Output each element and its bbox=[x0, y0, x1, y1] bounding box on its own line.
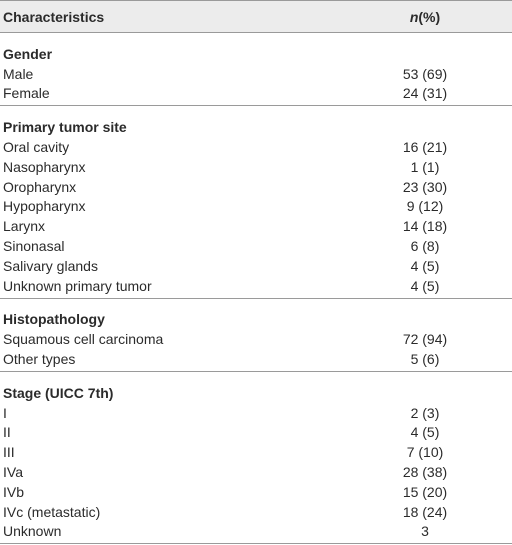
label-cell: Unknown bbox=[3, 523, 62, 540]
table-row: Nasopharynx 1 (1) bbox=[0, 157, 512, 177]
table-row: Oral cavity 16 (21) bbox=[0, 137, 512, 157]
value-cell: 4 (5) bbox=[410, 277, 440, 294]
table-row: IVc (metastatic) 18 (24) bbox=[0, 502, 512, 522]
value-cell: 18 (24) bbox=[402, 503, 448, 520]
label-cell: IVa bbox=[3, 464, 23, 481]
value-cell: 9 (12) bbox=[406, 198, 444, 215]
table-row: Male 53 (69) bbox=[0, 64, 512, 84]
value-cell: 1 (1) bbox=[410, 158, 440, 175]
section-title-row: Gender bbox=[0, 44, 512, 64]
section: Primary tumor site Oral cavity 16 (21) Naso… bbox=[0, 106, 512, 299]
section-title: Gender bbox=[3, 45, 53, 62]
section-title-row: Histopathology bbox=[0, 310, 512, 330]
table-row: I 2 (3) bbox=[0, 403, 512, 423]
label-cell: I bbox=[3, 404, 7, 421]
table-row: Salivary glands 4 (5) bbox=[0, 256, 512, 276]
label-cell: Sinonasal bbox=[3, 238, 65, 255]
value-cell: 5 (6) bbox=[410, 351, 440, 368]
table-row: Oropharynx 23 (30) bbox=[0, 177, 512, 197]
label-cell: Other types bbox=[3, 351, 76, 368]
header-cell: Characteristics bbox=[3, 8, 105, 25]
section: Stage (UICC 7th) I 2 (3) II 4 (5) III 7 (10) IV… bbox=[0, 372, 512, 545]
section: Histopathology Squamous cell carcinoma 72 … bbox=[0, 299, 512, 372]
table-row: IVb 15 (20) bbox=[0, 482, 512, 502]
label-cell: IVc (metastatic) bbox=[3, 503, 101, 520]
label-cell: Hypopharynx bbox=[3, 198, 86, 215]
value-cell: 2 (3) bbox=[410, 404, 440, 421]
value-cell: 3 bbox=[421, 523, 429, 540]
table-row: Hypopharynx 9 (12) bbox=[0, 197, 512, 217]
table-row: Unknown 3 bbox=[0, 522, 512, 542]
section-title-row: Stage (UICC 7th) bbox=[0, 383, 512, 403]
label-cell: Unknown primary tumor bbox=[3, 277, 152, 294]
section-title-row: Primary tumor site bbox=[0, 117, 512, 137]
label-cell: III bbox=[3, 444, 15, 461]
value-cell: 15 (20) bbox=[402, 483, 448, 500]
section-title: Histopathology bbox=[3, 311, 105, 328]
label-cell: Squamous cell carcinoma bbox=[3, 331, 164, 348]
label-cell: Nasopharynx bbox=[3, 158, 86, 175]
table-row: Sinonasal 6 (8) bbox=[0, 236, 512, 256]
table-row: Other types 5 (6) bbox=[0, 349, 512, 369]
value-cell: 24 (31) bbox=[402, 85, 448, 102]
table-row: Squamous cell carcinoma 72 (94) bbox=[0, 329, 512, 349]
value-cell: 6 (8) bbox=[410, 238, 440, 255]
label-cell: IVb bbox=[3, 483, 25, 500]
value-cell: 16 (21) bbox=[402, 139, 448, 156]
value-cell: 72 (94) bbox=[402, 331, 448, 348]
value-cell: 7 (10) bbox=[406, 444, 444, 461]
value-cell: 28 (38) bbox=[402, 464, 448, 481]
value-cell: 23 (30) bbox=[402, 178, 448, 195]
label-cell: Larynx bbox=[3, 218, 46, 235]
table-row: IVa 28 (38) bbox=[0, 462, 512, 482]
value-cell: 4 (5) bbox=[410, 257, 440, 274]
section: Gender Male 53 (69) Female 24 (31) bbox=[0, 33, 512, 107]
label-cell: Female bbox=[3, 85, 50, 102]
label-cell: II bbox=[3, 424, 11, 441]
value-cell: 53 (69) bbox=[402, 65, 448, 82]
label-cell: Oropharynx bbox=[3, 178, 77, 195]
value-cell: 14 (18) bbox=[402, 218, 448, 235]
header-cell: n(%) bbox=[409, 8, 441, 25]
section-title: Primary tumor site bbox=[3, 119, 127, 136]
table-row: Unknown primary tumor 4 (5) bbox=[0, 276, 512, 296]
value-cell: 4 (5) bbox=[410, 424, 440, 441]
section-title: Stage (UICC 7th) bbox=[3, 384, 114, 401]
label-cell: Salivary glands bbox=[3, 257, 98, 274]
label-cell: Oral cavity bbox=[3, 139, 70, 156]
table-row: II 4 (5) bbox=[0, 423, 512, 443]
table-row: III 7 (10) bbox=[0, 442, 512, 462]
table-row: Female 24 (31) bbox=[0, 84, 512, 104]
table-row: Larynx 14 (18) bbox=[0, 216, 512, 236]
header-row: Characteristics n(%) bbox=[0, 0, 512, 33]
label-cell: Male bbox=[3, 65, 34, 82]
